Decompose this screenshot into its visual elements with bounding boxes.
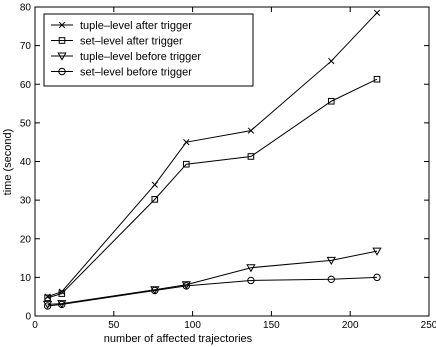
legend: tuple–level after trigger set–level after… — [43, 13, 254, 87]
y-tick-label: 40 — [20, 157, 32, 168]
data-point — [183, 139, 190, 146]
data-point — [327, 97, 335, 105]
x-axis-label: number of affected trajectories — [104, 333, 253, 345]
legend-label: tuple–level before trigger — [80, 51, 201, 63]
series-line — [47, 250, 378, 305]
data-point — [246, 264, 256, 273]
legend-marker — [58, 21, 66, 29]
data-point — [373, 9, 381, 16]
series-2 — [44, 75, 381, 302]
y-tick-label: 10 — [20, 273, 32, 284]
series-line — [47, 276, 378, 307]
y-tick-label: 80 — [20, 3, 32, 14]
legend-label: set–level before trigger — [80, 67, 192, 79]
x-tick-label: 150 — [263, 320, 280, 331]
series-4 — [43, 273, 381, 310]
y-tick-label: 20 — [20, 234, 32, 245]
y-tick-label: 50 — [20, 118, 32, 129]
legend-entry: set–level after trigger — [51, 36, 183, 48]
y-tick-label: 30 — [20, 196, 32, 207]
data-point — [247, 276, 255, 285]
data-point — [58, 290, 66, 297]
x-tick-label: 100 — [184, 320, 201, 331]
data-point — [42, 300, 53, 310]
series-1 — [44, 9, 381, 300]
y-axis-label: time (second) — [2, 129, 14, 196]
y-tick-label: 70 — [20, 41, 32, 52]
y-tick-label: 60 — [20, 80, 32, 91]
data-point — [247, 127, 255, 134]
legend-label: tuple–level after trigger — [80, 20, 192, 32]
x-tick-label: 50 — [108, 320, 120, 331]
y-tick-label: 0 — [25, 312, 31, 323]
legend-entry: set–level before trigger — [51, 67, 192, 79]
data-point — [327, 275, 335, 284]
x-tick-label: 0 — [32, 320, 38, 331]
data-point — [151, 286, 159, 295]
series-line — [47, 78, 378, 299]
x-tick-label: 200 — [342, 320, 359, 331]
legend-entry: tuple–level after trigger — [51, 20, 192, 32]
legend-marker — [58, 67, 66, 76]
data-point — [372, 247, 382, 256]
data-point — [247, 153, 255, 160]
x-tick-label: 250 — [421, 320, 436, 331]
legend-box — [43, 13, 254, 87]
data-point — [326, 256, 336, 265]
data-point — [182, 160, 190, 168]
data-point — [182, 282, 190, 290]
data-point — [151, 181, 158, 188]
data-point — [43, 302, 52, 310]
data-point — [58, 300, 66, 309]
data-point — [373, 75, 381, 83]
data-point — [181, 281, 191, 290]
data-point — [44, 294, 51, 302]
data-point — [151, 196, 159, 203]
data-point — [328, 57, 335, 65]
legend-entry: tuple–level before trigger — [51, 51, 201, 63]
data-point — [373, 273, 381, 282]
data-point — [58, 288, 65, 295]
legend-label: set–level after trigger — [80, 36, 183, 48]
legend-marker — [58, 37, 66, 44]
legend-marker — [57, 52, 67, 61]
